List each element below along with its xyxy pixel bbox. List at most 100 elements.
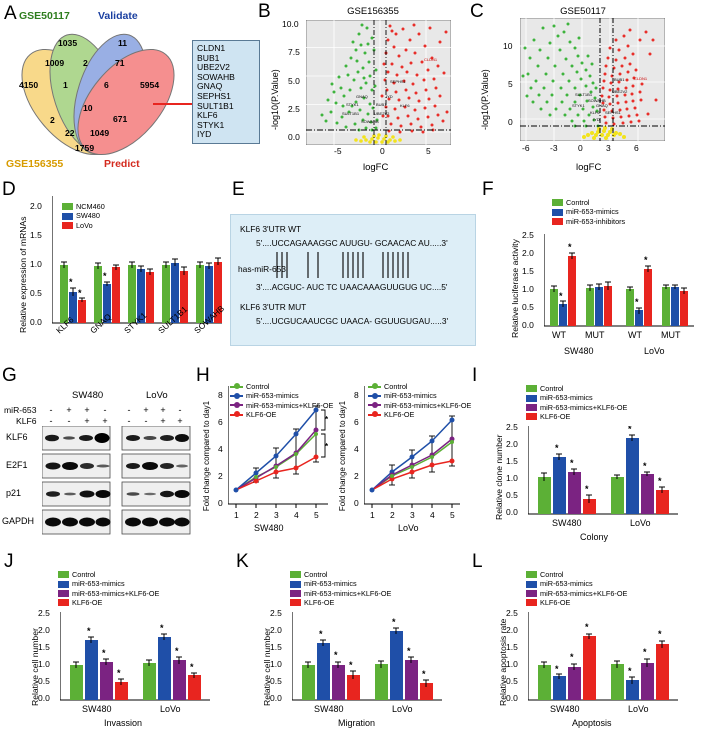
panel-k-xlabel: Migration <box>338 718 376 728</box>
legend-swatch-klf6 <box>58 599 69 607</box>
legend-item: LoVo <box>62 221 105 230</box>
gene-item: SULT1B1 <box>197 100 234 111</box>
legend-swatch-mimics <box>526 580 537 588</box>
mut-title: KLF6 3'UTR MUT <box>240 302 307 312</box>
legend-item: Control <box>290 570 391 579</box>
legend-swatch-klf6 <box>526 413 537 421</box>
x-tick: 2 <box>390 510 395 520</box>
panel-k: K Relative cell number Control miR-653-m… <box>232 550 467 738</box>
legend-label: Control <box>540 384 564 393</box>
panel-h-label: H <box>196 365 210 386</box>
svg-text:KLF6: KLF6 <box>400 103 410 108</box>
treatment-value: - <box>127 405 131 415</box>
svg-text:IYD: IYD <box>593 117 600 122</box>
legend-item: Control <box>230 382 333 391</box>
y-tick: 0.5 <box>38 676 50 686</box>
gene-list-box: CLDN1 BUB1 UBE2V2 SOWAHB GNAQ SEPHS1 SUL… <box>192 40 260 144</box>
panel-j-xlabel: Invassion <box>104 718 143 728</box>
protein-label-klf6: KLF6 <box>6 432 28 442</box>
legend-swatch-ncm460 <box>62 203 73 211</box>
x-tick-lovo: LoVo <box>160 704 181 714</box>
treatment-value: - <box>67 416 71 426</box>
venn-count: 2 <box>50 115 55 125</box>
panel-l-legend: Control miR-653-mimics miR-653-mimics+KL… <box>526 570 627 608</box>
y-tick: 0.0 <box>38 693 50 703</box>
legend-swatch-mimics <box>552 208 563 216</box>
y-tick: 2.0 <box>270 625 282 635</box>
panel-c-title: GSE50117 <box>560 6 606 17</box>
legend-item: miR-653-mimics <box>526 579 627 588</box>
legend-label: KLF6-OE <box>384 410 415 420</box>
x-tick: 4 <box>430 510 435 520</box>
panel-d: D Relative expression of mRNAs NCM460 SW… <box>0 178 228 364</box>
legend-line-mimics <box>368 392 381 399</box>
svg-text:*: * <box>349 660 353 670</box>
y-tick: 1.5 <box>30 230 42 240</box>
svg-text:KLF6: KLF6 <box>590 110 600 115</box>
legend-line-mimics-klf6 <box>230 401 243 408</box>
svg-text:GNAQ: GNAQ <box>356 94 368 99</box>
svg-text:*: * <box>585 484 589 494</box>
svg-text:GNAQ: GNAQ <box>596 103 608 108</box>
gene-item: SOWAHB <box>197 71 235 82</box>
legend-item: miR-653-mimics+KLF6-OE <box>58 589 159 598</box>
x-tick-wt-sw480: WT <box>552 330 566 340</box>
panel-f-label: F <box>482 179 494 200</box>
legend-item: miR-653-mimics+KLF6-OE <box>230 401 333 410</box>
legend-line-klf6 <box>368 411 381 418</box>
legend-item: miR-653-mimics <box>526 393 627 402</box>
svg-text:SOWAHB: SOWAHB <box>361 119 379 124</box>
panel-l-xlabel: Apoptosis <box>572 718 612 728</box>
x-tick: 6 <box>634 143 639 153</box>
treatment-value: - <box>49 405 53 415</box>
treatment-label-mir653: miR-653 <box>4 405 37 415</box>
x-tick-sw480: SW480 <box>314 704 344 714</box>
treatment-value: - <box>178 405 182 415</box>
legend-swatch-mimics-klf6 <box>526 589 537 597</box>
treatment-value: + <box>84 405 90 415</box>
panel-b: B GSE156355 -log10(P.Value) logFC 10.0 7… <box>258 0 463 178</box>
svg-text:STYK1: STYK1 <box>346 102 359 107</box>
legend-swatch-control <box>526 385 537 393</box>
y-tick: 2.5 <box>270 608 282 618</box>
legend-label: Control <box>540 570 564 579</box>
gene-item: KLF6 <box>197 110 218 121</box>
svg-text:*: * <box>325 442 328 451</box>
venn-count: 1009 <box>45 58 65 68</box>
svg-text:CLDN1: CLDN1 <box>634 76 648 81</box>
legend-label: miR-653-mimics+KLF6-OE <box>72 588 160 598</box>
legend-item: miR-653-mimics <box>58 579 159 588</box>
panel-f-bar-chart: * * * * <box>544 234 694 327</box>
legend-item: KLF6-OE <box>290 598 391 607</box>
x-tick: 1 <box>370 510 375 520</box>
panel-j-label: J <box>4 551 14 572</box>
panel-a: A GSE50117 Validate GSE156355 Predict 41… <box>0 0 260 178</box>
cell-line-label-sw480: SW480 <box>72 390 104 401</box>
legend-swatch-mimics-klf6 <box>526 403 537 411</box>
y-tick: 2.0 <box>506 625 518 635</box>
legend-label: miR-653-inhibitors <box>566 216 626 226</box>
wt-sequence: 5'....UCCAGAAAGGC AUUGU- GCAACAC AU.....… <box>256 238 448 248</box>
panel-h2-ylabel: Fold change compared to day1 <box>338 396 347 516</box>
panel-i: I Relative clone number Control miR-653-… <box>464 364 719 550</box>
legend-swatch-mimics-klf6 <box>290 589 301 597</box>
x-tick: 1 <box>234 510 239 520</box>
ylabel-text: Fold change compared to day1 <box>338 400 347 512</box>
legend-item: NCM460 <box>62 202 105 211</box>
panel-i-xlabel: Colony <box>580 532 609 542</box>
legend-label: miR-653-mimics <box>566 207 619 217</box>
panel-i-ylabel: Relative clone number <box>494 434 504 520</box>
cell-line-label-lovo: LoVo <box>146 390 168 401</box>
gene-item: IYD <box>197 129 212 140</box>
panel-l-bar-chart: * * * * * * <box>528 612 678 701</box>
svg-text:*: * <box>103 271 107 281</box>
venn-count: 6 <box>104 80 109 90</box>
y-tick: 2.5 <box>522 230 534 240</box>
legend-item: miR-653-mimics+KLF6-OE <box>290 589 391 598</box>
legend-item: KLF6-OE <box>230 410 333 419</box>
y-tick: 1.5 <box>38 642 50 652</box>
x-tick-mut-sw480: MUT <box>585 330 605 340</box>
legend-item: KLF6-OE <box>526 598 627 607</box>
legend-label: LoVo <box>76 220 93 230</box>
y-tick: 0.5 <box>30 288 42 298</box>
